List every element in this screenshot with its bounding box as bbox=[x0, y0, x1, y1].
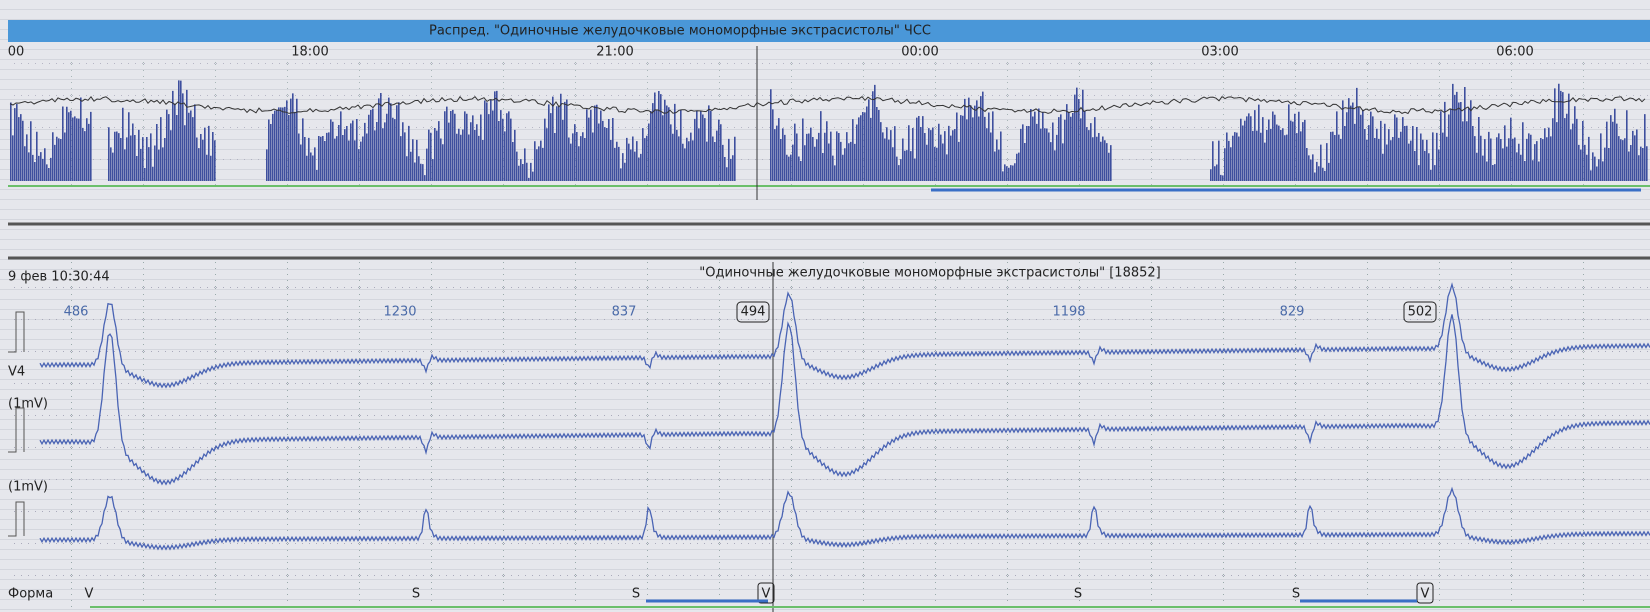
beat-label: V bbox=[85, 587, 94, 602]
beat-label: S bbox=[412, 587, 420, 602]
time-label: 06:00 bbox=[1496, 45, 1533, 60]
rr-interval: 829 bbox=[1280, 305, 1305, 320]
channel-label: (1mV) bbox=[8, 480, 48, 495]
rr-interval: 494 bbox=[741, 305, 766, 320]
beat-label: S bbox=[632, 587, 640, 602]
page: Распред. "Одиночные желудочковые мономор… bbox=[0, 0, 1650, 612]
rr-interval: 486 bbox=[64, 305, 89, 320]
channel-label: V4 bbox=[8, 365, 25, 380]
beat-label: V bbox=[1421, 587, 1430, 602]
beat-label: S bbox=[1074, 587, 1082, 602]
beat-label: V bbox=[762, 587, 771, 602]
time-label: 21:00 bbox=[596, 45, 633, 60]
rr-interval: 1230 bbox=[383, 305, 416, 320]
header-title: Распред. "Одиночные желудочковые мономор… bbox=[429, 24, 931, 39]
strip-datetime: 9 фев 10:30:44 bbox=[8, 270, 110, 285]
beat-label: S bbox=[1292, 587, 1300, 602]
time-label: 00:00 bbox=[901, 45, 938, 60]
rr-interval: 502 bbox=[1408, 305, 1433, 320]
time-label: 00 bbox=[8, 45, 25, 60]
time-label: 03:00 bbox=[1201, 45, 1238, 60]
form-label: Форма bbox=[8, 587, 53, 602]
time-label: 18:00 bbox=[291, 45, 328, 60]
channel-label: (1mV) bbox=[8, 397, 48, 412]
rr-interval: 1198 bbox=[1052, 305, 1085, 320]
holter-view: Распред. "Одиночные желудочковые мономор… bbox=[0, 0, 1650, 612]
strip-title: "Одиночные желудочковые мономорфные экст… bbox=[699, 266, 1161, 281]
rr-interval: 837 bbox=[612, 305, 637, 320]
